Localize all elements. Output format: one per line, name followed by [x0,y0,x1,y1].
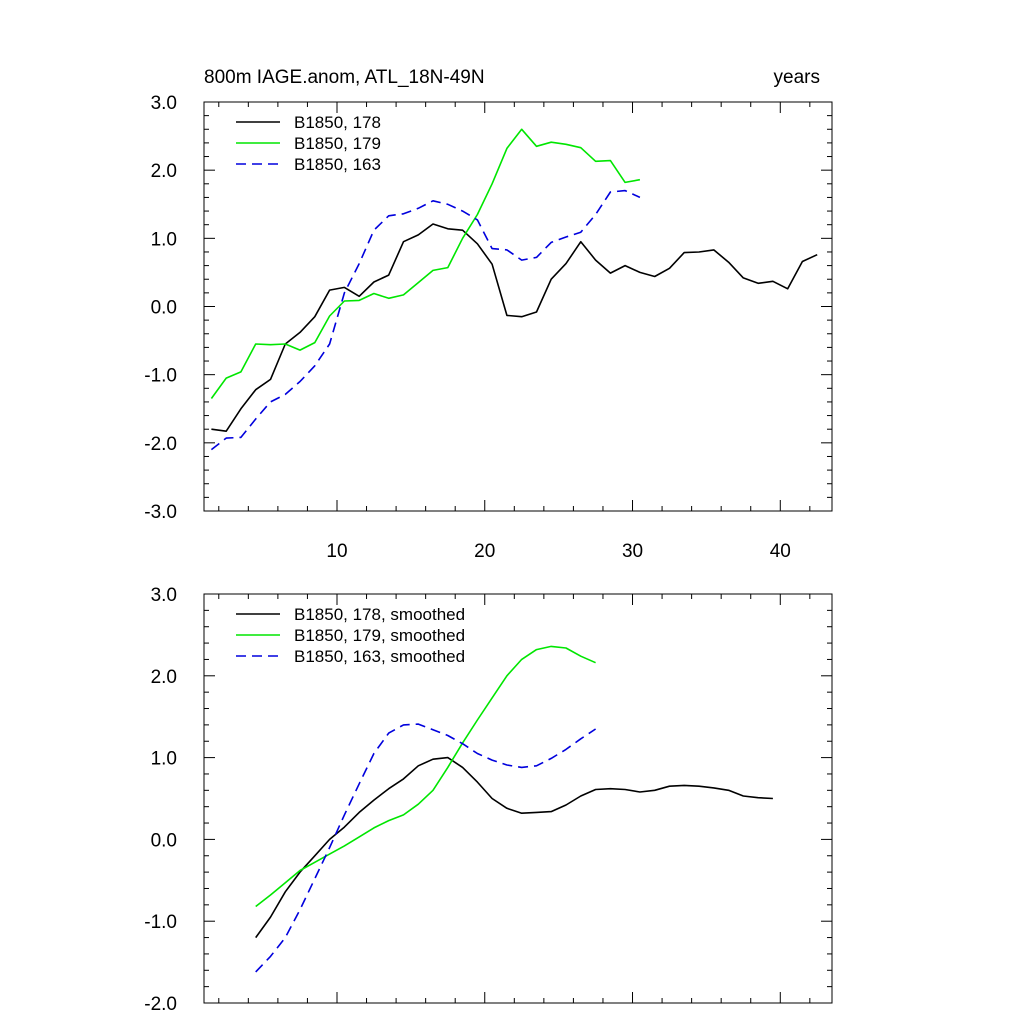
y-tick-label: -2.0 [144,994,177,1015]
y-tick-label: 3.0 [151,93,177,114]
legend-label-1: B1850, 179 [294,134,381,153]
legend-label-1: B1850, 179, smoothed [294,626,465,645]
series-line-1 [210,128,641,399]
x-tick-label: 20 [474,541,495,562]
legend-label-0: B1850, 178 [294,113,381,132]
y-tick-label: 1.0 [151,229,177,250]
series-line-0 [211,223,818,433]
y-tick-label: -1.0 [144,366,177,387]
top-panel: 800m IAGE.anom, ATL_18N-49N years 10 20 30… [144,67,833,562]
y-tick-label: 3.0 [151,585,177,606]
y-tick-label: 2.0 [151,667,177,688]
series-line-0 [255,756,773,939]
y-tick-label: -3.0 [144,502,177,523]
y-tick-label: 0.0 [151,830,177,851]
legend-label-2: B1850, 163 [294,155,381,174]
y-tick-label: 2.0 [151,161,177,182]
legend-label-2: B1850, 163, smoothed [294,647,465,666]
legend-label-0: B1850, 178, smoothed [294,605,465,624]
y-tick-label: -1.0 [144,912,177,933]
x-tick-label: 40 [770,541,791,562]
bottom-panel: -2.0 -1.0 0.0 1.0 2.0 3.0 B1850, 178, smoothed… [144,585,833,1015]
x-tick-label: 30 [622,541,643,562]
plot-frame [203,593,833,1004]
panel-title-right: years [774,67,820,88]
y-tick-label: 0.0 [151,298,177,319]
x-tick-label: 10 [326,541,347,562]
series-line-2 [255,723,597,973]
series-line-1 [255,645,596,908]
y-tick-label: -2.0 [144,434,177,455]
y-tick-label: 1.0 [151,749,177,770]
series-line-2 [210,189,641,451]
panel-title-left: 800m IAGE.anom, ATL_18N-49N [204,67,485,88]
